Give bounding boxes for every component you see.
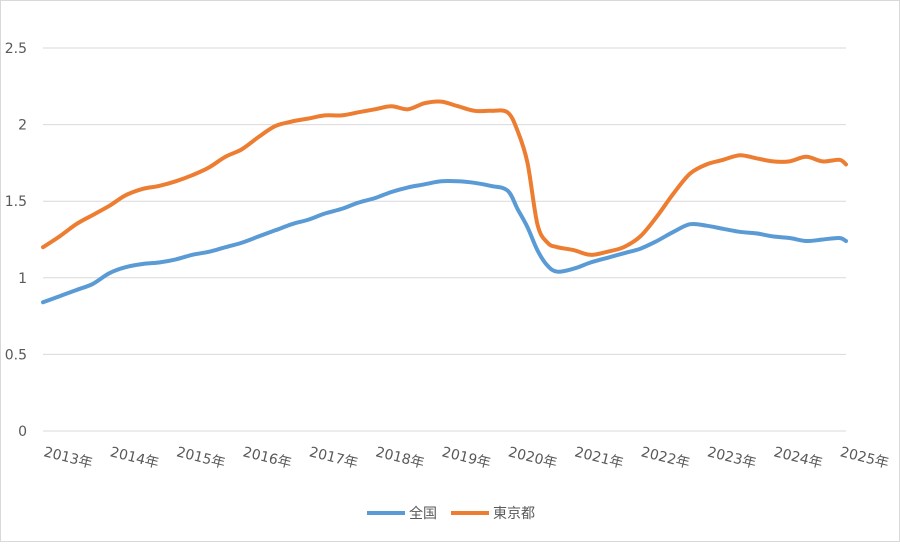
x-tick-label: 2023年 bbox=[706, 444, 758, 472]
x-tick-label: 2022年 bbox=[639, 444, 691, 472]
x-tick-label: 2021年 bbox=[573, 444, 625, 472]
x-tick-label: 2013年 bbox=[42, 444, 94, 472]
gridlines bbox=[43, 47, 846, 432]
series-line-0 bbox=[41, 179, 848, 305]
y-tick-label: 2 bbox=[18, 118, 27, 134]
series-lines bbox=[41, 99, 848, 305]
x-tick-label: 2019年 bbox=[440, 444, 492, 472]
x-tick-label: 2014年 bbox=[108, 444, 160, 472]
x-tick-label: 2020年 bbox=[507, 444, 559, 472]
y-tick-label: 0.5 bbox=[5, 347, 27, 363]
y-tick-label: 1.5 bbox=[5, 194, 27, 210]
y-axis-ticks: 0 0.5 1 1.5 2 2.5 bbox=[5, 41, 27, 440]
legend-label: 東京都 bbox=[493, 506, 535, 522]
y-tick-label: 0 bbox=[18, 424, 27, 440]
series-line-1 bbox=[41, 99, 848, 257]
x-tick-label: 2016年 bbox=[241, 444, 293, 472]
y-tick-label: 1 bbox=[18, 271, 27, 287]
legend-label: 全国 bbox=[409, 505, 437, 522]
legend: 全国 東京都 bbox=[367, 505, 535, 522]
x-axis-ticks: 2013年 2014年 2015年 2016年 2017年 2018年 2019年 2020年… bbox=[42, 444, 890, 472]
x-tick-label: 2024年 bbox=[772, 444, 824, 472]
x-tick-label: 2015年 bbox=[175, 444, 227, 472]
x-tick-label: 2018年 bbox=[374, 444, 426, 472]
x-tick-label: 2025年 bbox=[838, 444, 890, 472]
y-tick-label: 2.5 bbox=[5, 41, 27, 57]
x-tick-label: 2017年 bbox=[307, 444, 359, 472]
